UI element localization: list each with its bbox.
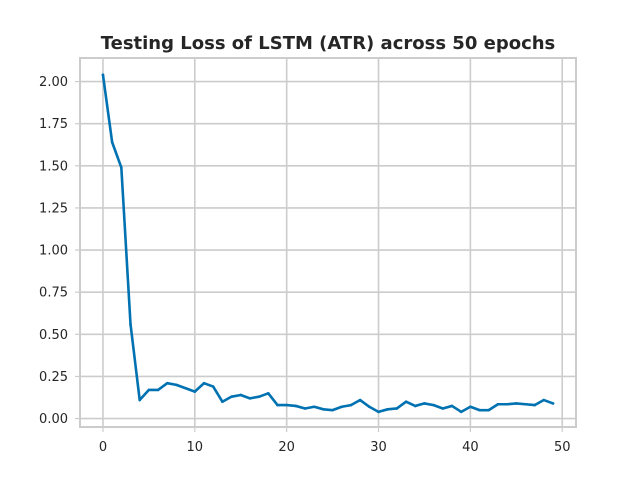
- data-point: [404, 400, 408, 404]
- data-point: [129, 322, 132, 326]
- data-point: [423, 402, 426, 405]
- y-tick-label: 2.00: [39, 75, 68, 90]
- y-tick-label: 0.75: [39, 286, 68, 301]
- data-point: [441, 407, 445, 410]
- data-point: [285, 403, 288, 407]
- data-point: [165, 381, 169, 385]
- data-point: [138, 398, 142, 402]
- data-point: [120, 166, 123, 169]
- axis-ticks: 0 10 20 30 40 50 0.00 0.25 0.50 0.75 1.00 1.25 1.50 1…: [39, 75, 570, 455]
- data-point: [478, 408, 481, 412]
- data-point: [496, 402, 500, 406]
- data-point: [551, 402, 555, 405]
- data-point: [303, 407, 307, 410]
- data-point: [312, 405, 316, 409]
- data-point: [542, 398, 546, 402]
- data-point: [432, 403, 435, 407]
- plot-frame: [79, 57, 577, 428]
- data-point: [156, 388, 160, 392]
- data-point: [276, 403, 279, 407]
- data-point: [322, 408, 325, 411]
- x-tick-label: 0: [99, 440, 107, 455]
- y-tick-label: 0.25: [39, 370, 68, 385]
- data-point: [505, 402, 509, 406]
- y-tick-label: 0.50: [39, 328, 68, 343]
- data-point: [487, 408, 491, 412]
- data-point: [211, 385, 215, 388]
- x-tick-label: 30: [370, 440, 387, 455]
- data-point: [533, 403, 536, 407]
- data-point: [193, 390, 197, 393]
- x-tick-label: 40: [462, 440, 479, 455]
- data-point: [377, 410, 380, 414]
- data-point: [524, 402, 527, 406]
- data-point: [514, 402, 518, 405]
- data-point: [239, 393, 243, 397]
- y-tick-label: 0.00: [39, 412, 68, 427]
- data-point: [368, 405, 371, 409]
- data-point: [202, 381, 206, 385]
- data-point: [395, 407, 399, 410]
- data-point: [349, 403, 353, 407]
- grid: [80, 58, 576, 427]
- y-tick-label: 1.75: [39, 117, 68, 132]
- data-point: [358, 398, 362, 402]
- data-point: [450, 404, 454, 408]
- x-tick-label: 10: [187, 440, 204, 455]
- y-tick-label: 1.50: [39, 159, 68, 174]
- series-line: [101, 73, 555, 414]
- data-point: [221, 400, 224, 404]
- series-layer: [101, 73, 555, 414]
- data-point: [175, 383, 178, 387]
- data-point: [248, 397, 252, 400]
- data-point: [266, 392, 270, 395]
- data-point: [257, 395, 261, 398]
- data-point: [340, 405, 344, 409]
- data-point: [413, 404, 417, 408]
- data-point: [184, 386, 187, 390]
- data-point: [101, 73, 105, 77]
- data-point: [331, 408, 334, 412]
- chart-title: Testing Loss of LSTM (ATR) across 50 epo…: [101, 33, 556, 54]
- data-point: [459, 410, 463, 414]
- data-point: [469, 405, 472, 409]
- data-point: [110, 140, 114, 144]
- data-point: [230, 395, 233, 398]
- data-point: [147, 388, 151, 392]
- data-point: [294, 404, 298, 408]
- data-point: [386, 408, 390, 411]
- y-tick-label: 1.00: [39, 244, 68, 259]
- y-tick-label: 1.25: [39, 201, 68, 216]
- x-tick-label: 20: [278, 440, 295, 455]
- x-tick-label: 50: [554, 440, 571, 455]
